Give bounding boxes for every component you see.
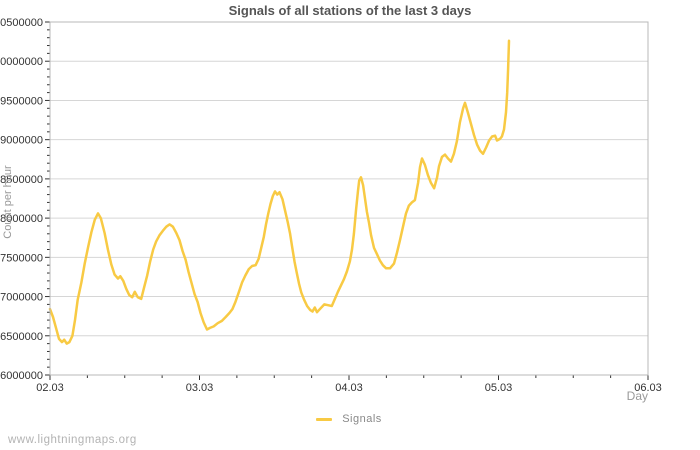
watermark: www.lightningmaps.org <box>8 434 137 446</box>
x-tick-label: 04.03 <box>335 382 363 394</box>
y-axis-label: Count per hour <box>2 165 14 239</box>
x-axis-label: Day <box>626 389 648 403</box>
y-tick-label: 10000000 <box>0 56 43 68</box>
legend-label: Signals <box>342 413 382 425</box>
y-tick-label: 7500000 <box>0 252 43 264</box>
y-tick-label: 9500000 <box>0 95 43 107</box>
legend-line-swatch <box>316 417 333 421</box>
y-tick-label: 9000000 <box>0 135 43 147</box>
y-tick-label: 6500000 <box>0 331 43 343</box>
legend: Signals <box>50 411 648 427</box>
x-tick-label: 03.03 <box>186 382 214 394</box>
chart-title: Signals of all stations of the last 3 da… <box>228 3 472 18</box>
y-tick-label: 10500000 <box>0 17 43 29</box>
x-tick-label: 05.03 <box>485 382 513 394</box>
x-tick-label: 02.03 <box>36 382 64 394</box>
x-tick-label: 06.03 <box>634 382 662 394</box>
y-tick-label: 6000000 <box>0 370 43 382</box>
y-tick-label: 8500000 <box>0 174 43 186</box>
series-line-signals <box>48 39 511 345</box>
y-tick-label: 8000000 <box>0 213 43 225</box>
plot-border <box>49 21 649 376</box>
y-tick-label: 7000000 <box>0 292 43 304</box>
